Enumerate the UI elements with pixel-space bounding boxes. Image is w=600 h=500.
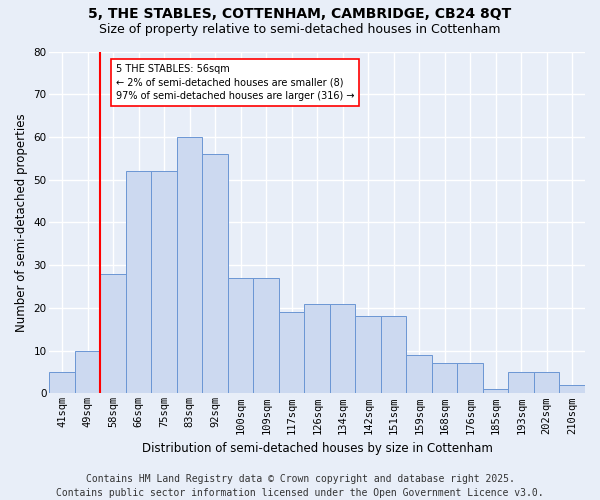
Bar <box>483 389 508 394</box>
Bar <box>228 278 253 394</box>
Bar <box>100 274 126 394</box>
Bar <box>177 137 202 394</box>
Bar <box>253 278 279 394</box>
Bar <box>534 372 559 394</box>
Bar <box>49 372 75 394</box>
Bar <box>432 364 457 394</box>
Bar <box>330 304 355 394</box>
Text: Size of property relative to semi-detached houses in Cottenham: Size of property relative to semi-detach… <box>99 22 501 36</box>
Bar <box>151 171 177 394</box>
Bar <box>355 316 381 394</box>
Bar <box>126 171 151 394</box>
Y-axis label: Number of semi-detached properties: Number of semi-detached properties <box>15 113 28 332</box>
Text: Contains HM Land Registry data © Crown copyright and database right 2025.
Contai: Contains HM Land Registry data © Crown c… <box>56 474 544 498</box>
Bar <box>304 304 330 394</box>
Bar <box>457 364 483 394</box>
Bar <box>381 316 406 394</box>
X-axis label: Distribution of semi-detached houses by size in Cottenham: Distribution of semi-detached houses by … <box>142 442 493 455</box>
Text: 5 THE STABLES: 56sqm
← 2% of semi-detached houses are smaller (8)
97% of semi-de: 5 THE STABLES: 56sqm ← 2% of semi-detach… <box>116 64 354 100</box>
Bar <box>75 350 100 394</box>
Bar <box>202 154 228 394</box>
Bar <box>559 385 585 394</box>
Text: 5, THE STABLES, COTTENHAM, CAMBRIDGE, CB24 8QT: 5, THE STABLES, COTTENHAM, CAMBRIDGE, CB… <box>88 8 512 22</box>
Bar <box>406 355 432 394</box>
Bar <box>279 312 304 394</box>
Bar <box>508 372 534 394</box>
